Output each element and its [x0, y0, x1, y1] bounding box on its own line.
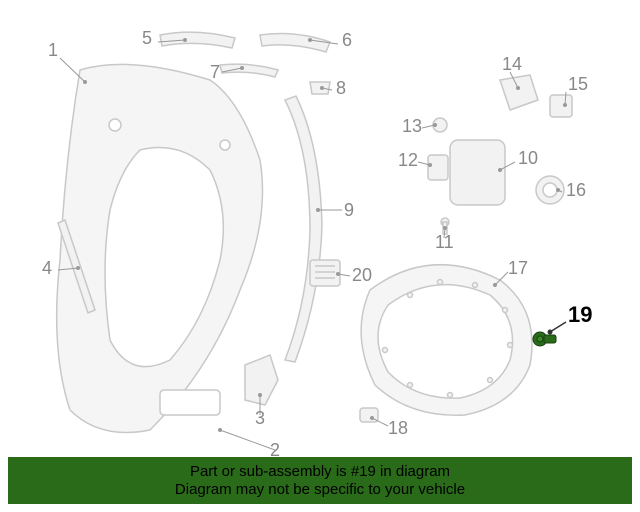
callout-17: 17: [508, 258, 528, 279]
callout-12: 12: [398, 150, 418, 171]
parts-diagram: 1 2 3 4 5 6 7 8 9 10 11 12 13 14 15 16 1…: [10, 10, 630, 452]
callout-18: 18: [388, 418, 408, 439]
highlighted-part-19: [532, 328, 558, 355]
callout-14: 14: [502, 54, 522, 75]
callout-5: 5: [142, 28, 152, 49]
callout-7: 7: [210, 62, 220, 83]
callout-8: 8: [336, 78, 346, 99]
callout-9: 9: [344, 200, 354, 221]
footer-banner: Part or sub-assembly is #19 in diagram D…: [8, 457, 632, 505]
banner-line-1: Part or sub-assembly is #19 in diagram: [8, 463, 632, 482]
callout-11: 11: [435, 232, 454, 253]
callout-16: 16: [566, 180, 586, 201]
callout-15: 15: [568, 74, 588, 95]
callout-1: 1: [48, 40, 58, 61]
banner-line-2: Diagram may not be specific to your vehi…: [8, 481, 632, 500]
callout-13: 13: [402, 116, 422, 137]
diagram-svg: [10, 10, 630, 460]
callout-19: 19: [568, 302, 592, 328]
callout-10: 10: [518, 148, 538, 169]
callout-3: 3: [255, 408, 265, 429]
callout-20: 20: [352, 265, 372, 286]
callout-4: 4: [42, 258, 52, 279]
callout-6: 6: [342, 30, 352, 51]
